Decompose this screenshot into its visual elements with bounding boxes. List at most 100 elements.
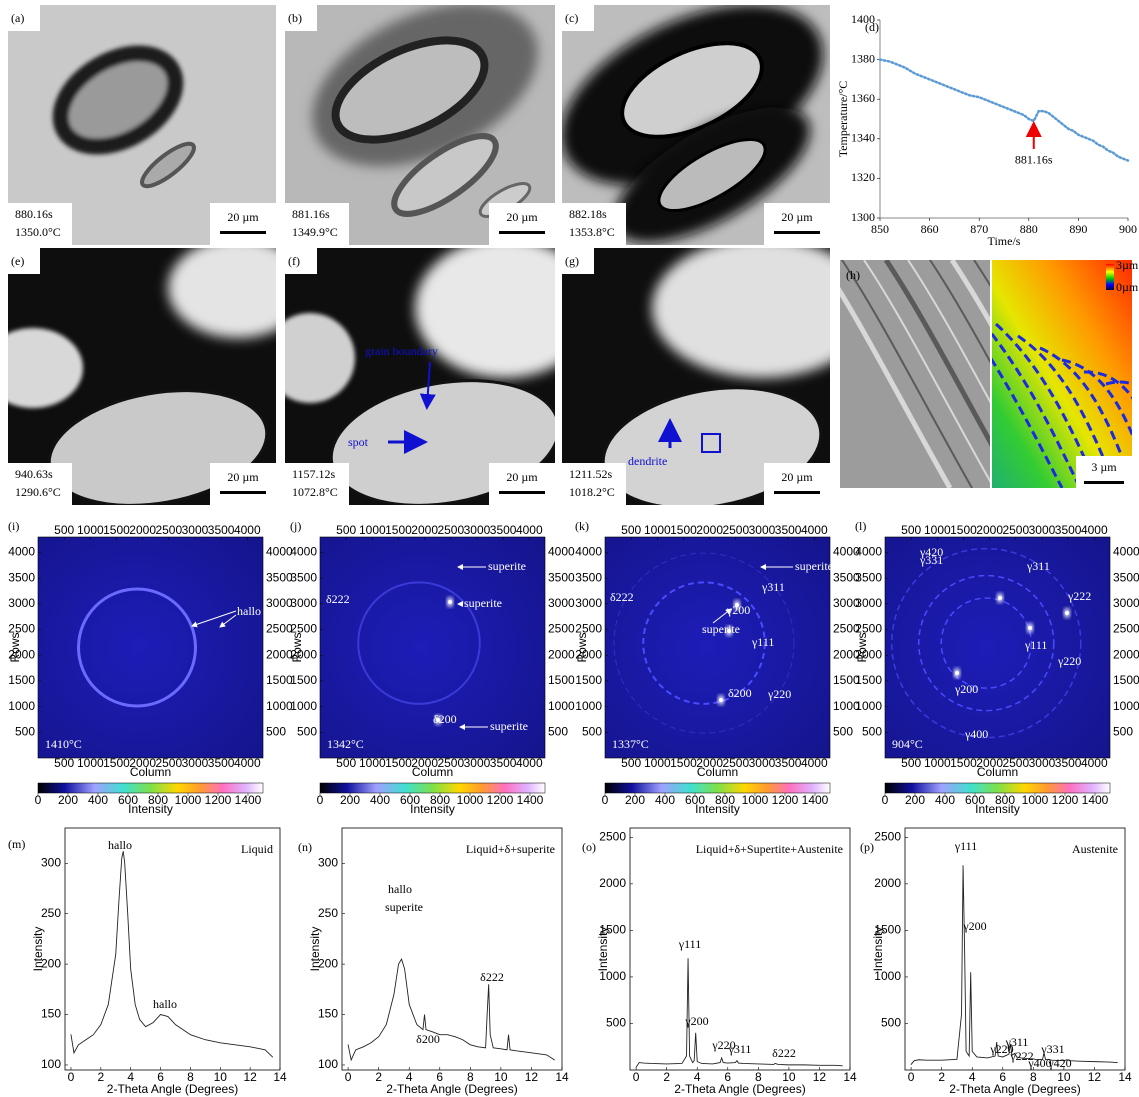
scale-bar [220, 491, 266, 494]
temperature-label: 1410°C [45, 737, 82, 751]
y-tick-label: 500 [548, 724, 568, 738]
annotation: γ200 [954, 682, 978, 696]
x-tick-label: 3500 [490, 756, 517, 770]
temperature-label: 1342°C [327, 737, 364, 751]
y-tick-label: 1500 [8, 673, 35, 687]
x-tick-label: 500 [621, 756, 641, 770]
y-tick-label: 500 [15, 724, 35, 738]
peak-label: δ222 [480, 970, 504, 984]
x-tick-label: 4000 [801, 756, 828, 770]
scale-bar [220, 231, 266, 234]
x-tick-label: 1000 [644, 756, 671, 770]
x-tick-label: 500 [54, 523, 74, 537]
colorbar [885, 783, 1110, 793]
y-tick-label: 300 [41, 855, 61, 869]
colorbar-tick-label: 1200 [772, 793, 799, 807]
x-tick-label: 850 [871, 222, 889, 236]
axis-title: Rows [290, 632, 304, 662]
annotation: superite [490, 719, 528, 733]
x-tick-label: 500 [621, 523, 641, 537]
y-tick-label: 500 [881, 1016, 901, 1030]
y-tick-label: 2000 [548, 647, 575, 661]
y-tick-label: 1000 [8, 699, 35, 713]
temperature-label: 1350.0°C [15, 225, 61, 239]
colorbar-label: 3µm [1116, 258, 1139, 272]
axis-title: Rows [855, 632, 869, 662]
colorbar-tick-label: 1400 [235, 793, 262, 807]
x-tick-label: 1000 [359, 756, 386, 770]
annotation: δ222 [326, 592, 350, 606]
phase-label: Liquid+δ+superite [466, 842, 555, 856]
plot-frame [630, 828, 850, 1070]
colorbar-tick-label: 400 [88, 793, 108, 807]
x-tick-label: 0 [68, 1070, 75, 1084]
x-tick-label: 2000 [411, 523, 438, 537]
x-tick-label: 4000 [1081, 756, 1108, 770]
x-axis-title: 2-Theta Angle (Degrees) [386, 1082, 517, 1096]
peak-label: γ311 [1005, 1035, 1029, 1049]
y-tick-label: 1000 [266, 699, 293, 713]
y-tick-label: 1000 [575, 699, 602, 713]
y-tick-label: 2500 [599, 829, 626, 843]
panel-label: (k) [575, 519, 589, 533]
temperature-label: 904°C [892, 737, 923, 751]
texture [38, 537, 263, 758]
scale-bar [499, 231, 545, 234]
scale-label: 3 µm [1091, 460, 1117, 474]
colorbar-tick-label: 1000 [175, 793, 202, 807]
annotation: γ220 [767, 687, 791, 701]
peak-label: superite [385, 900, 423, 914]
texture [265, 313, 355, 403]
y-tick-label: 2500 [266, 622, 293, 636]
plot-frame [342, 828, 562, 1070]
panel-label: (j) [290, 519, 301, 533]
x-tick-label: 3500 [1055, 523, 1082, 537]
x-tick-label: 500 [336, 523, 356, 537]
panel-label: (m) [8, 837, 25, 851]
texture [885, 537, 1110, 758]
axis-title: Column [977, 765, 1018, 779]
time-label: 881.16s [292, 207, 330, 221]
temperature-label: 1072.8°C [292, 485, 338, 499]
annotation: superite [795, 559, 833, 573]
x-tick-label: 870 [970, 222, 988, 236]
scale-bar [499, 491, 545, 494]
x-tick-label: 3500 [208, 523, 235, 537]
x-tick-label: 500 [901, 756, 921, 770]
y-tick-label: 4000 [266, 545, 293, 559]
peak-label: γ331 [1040, 1042, 1064, 1056]
axis-title: Column [697, 765, 738, 779]
y-tick-label: 250 [41, 906, 61, 920]
x-tick-label: 3500 [490, 523, 517, 537]
scale-label: 20 µm [227, 470, 259, 484]
temperature-label: 1337°C [612, 737, 649, 751]
data-line [880, 60, 1128, 161]
y-tick-label: 500 [606, 1016, 626, 1030]
colorbar-tick-label: 1200 [1052, 793, 1079, 807]
annotation: superite [702, 622, 740, 636]
x-tick-label: 14 [1118, 1070, 1132, 1084]
y-tick-label: 3500 [1113, 570, 1139, 584]
colorbar [38, 783, 263, 793]
scale-label: 20 µm [227, 210, 259, 224]
x-tick-label: 500 [901, 523, 921, 537]
peak-label: hallo [153, 997, 177, 1011]
panel-label: (a) [11, 11, 24, 25]
time-label: 1157.12s [292, 467, 336, 481]
figure: (a)880.16s1350.0°C20 µm(b)881.16s1349.9°… [0, 0, 1139, 1097]
panel-label: (g) [565, 254, 579, 268]
time-label: 1211.52s [569, 467, 613, 481]
x-tick-label: 1500 [950, 756, 977, 770]
y-axis-title: Intensity [31, 927, 45, 972]
y-tick-label: 3500 [266, 570, 293, 584]
y-tick-label: 300 [318, 855, 338, 869]
annotation: δ200 [728, 686, 752, 700]
diffraction-spot [998, 596, 1002, 600]
colorbar-title: Intensity [695, 802, 740, 816]
y-tick-label: 1000 [290, 699, 317, 713]
panel-label: (d) [865, 20, 879, 34]
y-tick-label: 2000 [1113, 647, 1139, 661]
annotation: dendrite [628, 454, 667, 468]
scale-bar [1084, 481, 1124, 484]
colorbar-tick-label: 400 [370, 793, 390, 807]
